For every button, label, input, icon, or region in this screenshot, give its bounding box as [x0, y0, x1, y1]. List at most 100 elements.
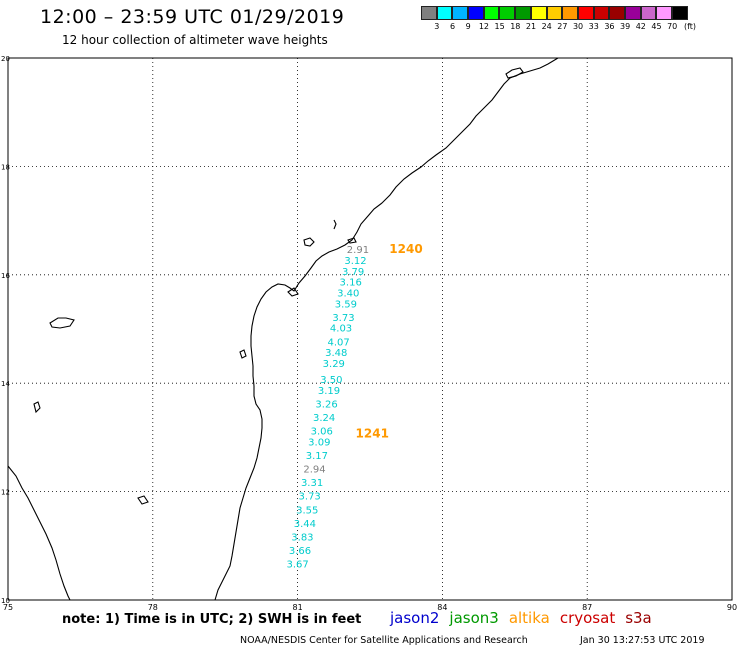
page-subtitle: 12 hour collection of altimeter wave hei… — [62, 33, 328, 47]
map-grid — [8, 58, 732, 600]
wave-height-label: 3.17 — [306, 451, 328, 462]
wave-height-label: 3.31 — [301, 478, 323, 489]
y-tick-label: 16 — [1, 272, 10, 280]
map-frame — [7, 57, 733, 601]
legend-label: 24 — [541, 22, 552, 31]
legend-swatch — [515, 6, 531, 20]
coastline — [7, 57, 559, 601]
y-tick-label: 10 — [1, 597, 10, 605]
wave-height-label: 3.24 — [313, 413, 335, 424]
wave-height-label: 2.91 — [347, 245, 369, 256]
legend-labels: 3 6 9 12 15 18 21 24 27 30 33 36 39 42 45 70 — [429, 22, 680, 31]
legend-swatch — [546, 6, 563, 20]
legend-swatch — [593, 6, 610, 20]
wave-height-label: 3.26 — [315, 400, 337, 411]
satellite-name: altika — [508, 609, 550, 627]
legend-label: 70 — [667, 22, 678, 31]
wave-height-label: 3.16 — [340, 278, 362, 289]
legend-label: 21 — [525, 22, 537, 31]
island-4 — [49, 317, 75, 329]
pass-number-label: 1240 — [389, 242, 422, 256]
legend-label: 27 — [557, 22, 568, 31]
legend-swatch — [452, 6, 469, 20]
legend-label: 15 — [494, 22, 505, 31]
wave-height-label: 3.59 — [335, 299, 357, 310]
x-tick-label: 75 — [3, 603, 13, 612]
wave-height-label: 3.40 — [337, 288, 359, 299]
legend-swatch — [436, 6, 453, 20]
island-6 — [33, 401, 41, 414]
island-8 — [287, 287, 299, 297]
wave-height-label: 2.94 — [303, 465, 325, 476]
legend-label: 42 — [635, 22, 646, 31]
satellite-legend: jason2 jason3 altika cryosat s3a — [390, 609, 662, 627]
x-tick-label: 84 — [437, 603, 447, 612]
page-title: 12:00 – 23:59 UTC 01/29/2019 — [40, 6, 345, 28]
footer-timestamp: Jan 30 13:27:53 UTC 2019 — [580, 635, 705, 646]
wave-height-label: 3.83 — [291, 532, 313, 543]
coastline-west — [7, 465, 71, 601]
wave-height-label: 3.09 — [308, 438, 330, 449]
legend-swatch — [421, 6, 437, 20]
legend-swatch — [640, 6, 657, 20]
legend-swatch — [530, 6, 547, 20]
footer-credit: NOAA/NESDIS Center for Satellite Applica… — [240, 635, 528, 646]
y-tick-label: 20 — [1, 55, 10, 63]
pass-number-label: 1241 — [356, 426, 389, 440]
island-7 — [137, 495, 149, 505]
wave-height-label: 3.55 — [296, 505, 318, 516]
coastline-mainland — [214, 57, 559, 601]
island-5 — [239, 349, 247, 359]
satellite-name: jason2 — [390, 609, 440, 627]
legend-swatch — [672, 6, 688, 20]
legend-label: 45 — [651, 22, 662, 31]
legend-label: 6 — [449, 22, 456, 31]
footer-note: note: 1) Time is in UTC; 2) SWH is in fe… — [62, 612, 362, 627]
legend-label: 18 — [510, 22, 521, 31]
wave-height-label: 3.73 — [299, 492, 321, 503]
wave-height-label: 3.50 — [320, 375, 342, 386]
wave-height-labels: 2.913.123.793.163.403.593.734.034.073.48… — [286, 245, 369, 570]
satellite-name: s3a — [625, 609, 652, 627]
legend-swatch — [499, 6, 516, 20]
legend-label: 3 — [434, 22, 440, 31]
y-tick-label: 14 — [1, 380, 10, 388]
legend-label: 33 — [588, 22, 599, 31]
legend-label: 12 — [478, 22, 489, 31]
wave-height-label: 3.29 — [323, 359, 345, 370]
satellite-name: jason3 — [449, 609, 499, 627]
satellite-name: cryosat — [559, 609, 616, 627]
x-tick-label: 81 — [293, 603, 303, 612]
legend-label: 36 — [604, 22, 615, 31]
x-tick-label: 87 — [582, 603, 592, 612]
island-1 — [505, 67, 524, 79]
legend-swatch — [624, 6, 641, 20]
wave-height-label: 3.48 — [325, 348, 347, 359]
wave-height-label: 3.66 — [289, 546, 311, 557]
island-9 — [347, 237, 357, 244]
color-legend: 3 6 9 12 15 18 21 24 27 30 33 36 39 42 45 70 (ft) — [421, 6, 696, 31]
y-tick-label: 12 — [1, 489, 10, 497]
wave-height-label: 3.44 — [294, 519, 316, 530]
legend-swatch — [483, 6, 500, 20]
wave-height-label: 4.03 — [330, 324, 352, 335]
legend-swatch — [609, 6, 625, 20]
wave-height-label: 3.79 — [342, 267, 364, 278]
x-tick-label: 90 — [727, 603, 737, 612]
wave-height-label: 3.73 — [332, 313, 354, 324]
axis-tick-labels: 75 78 81 84 87 90 20 18 16 14 12 10 — [1, 55, 737, 612]
wave-height-label: 3.06 — [311, 427, 333, 438]
island-2 — [303, 237, 315, 247]
wave-height-label: 4.07 — [327, 337, 349, 348]
legend-unit: (ft) — [684, 22, 697, 31]
legend-label: 9 — [465, 22, 471, 31]
wave-height-label: 3.67 — [286, 559, 308, 570]
wave-height-label: 3.12 — [344, 256, 366, 267]
pass-labels: 1240 1241 — [356, 242, 423, 440]
legend-swatch — [656, 6, 672, 20]
legend-swatch — [577, 6, 594, 20]
x-tick-label: 78 — [148, 603, 158, 612]
legend-swatch — [562, 6, 578, 20]
island-3 — [333, 219, 337, 230]
